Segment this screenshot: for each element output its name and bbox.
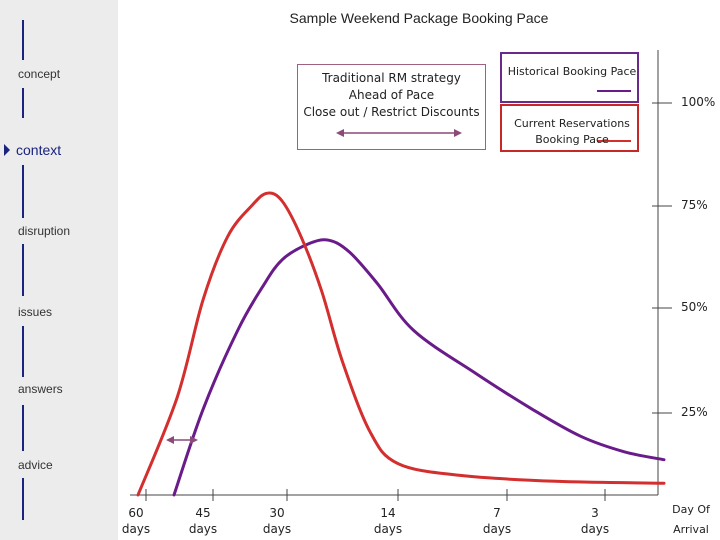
nav-item-context[interactable]: context: [4, 142, 61, 158]
nav-item-label: advice: [18, 458, 53, 472]
nav-divider: [22, 326, 24, 377]
annotation-line: Close out / Restrict Discounts: [303, 105, 480, 119]
nav-item-label: concept: [18, 67, 61, 81]
annotation-arrow-head-left: [336, 129, 344, 137]
sidebar-nav: concept context disruption issues answers adv…: [0, 0, 118, 540]
nav-item-advice[interactable]: advice: [18, 458, 53, 472]
active-arrow-icon: [4, 144, 10, 156]
legend-label-current: Current Reservations Booking Pace: [514, 117, 630, 146]
nav-item-concept[interactable]: concept: [18, 67, 60, 81]
chart-title: Sample Weekend Package Booking Pace: [289, 10, 549, 26]
annotation-line: Ahead of Pace: [348, 88, 435, 102]
y-tick-label: 100%: [681, 95, 716, 109]
nav-item-label: answers: [18, 382, 63, 396]
x-axis-end-line2: Arrival: [673, 523, 709, 536]
nav-divider: [22, 165, 24, 218]
nav-item-label: context: [16, 142, 62, 158]
x-tick-label: 3 days: [580, 506, 610, 536]
annotation-line: Traditional RM strategy: [322, 71, 461, 85]
series-line-historical: [172, 238, 666, 497]
legend-current: Current Reservations Booking Pace: [500, 104, 639, 152]
nav-divider: [22, 478, 24, 520]
x-tick-label: 60 days: [121, 506, 151, 536]
y-tick-label: 50%: [681, 300, 708, 314]
x-tick-label: 45 days: [188, 506, 218, 536]
nav-item-label: issues: [18, 305, 53, 319]
y-tick-label: 25%: [681, 405, 708, 419]
annotation-box: Traditional RM strategy Ahead of Pace Cl…: [297, 64, 486, 150]
offset-arrow-head-left: [166, 436, 174, 444]
x-tick-label: 14 days: [373, 506, 403, 536]
nav-item-disruption[interactable]: disruption: [18, 224, 70, 238]
annotation-arrow-head-right: [454, 129, 462, 137]
nav-item-answers[interactable]: answers: [18, 382, 63, 396]
offset-arrow-head-right: [190, 436, 198, 444]
nav-divider: [22, 244, 24, 296]
series-line-current: [136, 191, 666, 497]
legend-historical: Historical Booking Pace: [500, 52, 639, 103]
x-tick-label: 30 days: [262, 506, 292, 536]
x-axis-end-line1: Day Of: [672, 503, 710, 516]
legend-label-historical: Historical Booking Pace: [507, 65, 637, 78]
y-tick-label: 75%: [681, 198, 708, 212]
x-axis-end-label: Day Of Arrival: [666, 500, 716, 540]
x-tick-label: 7 days: [482, 506, 512, 536]
nav-item-issues[interactable]: issues: [18, 305, 52, 319]
nav-item-label: disruption: [18, 224, 71, 238]
nav-divider: [22, 88, 24, 118]
nav-divider: [22, 405, 24, 451]
nav-divider: [22, 20, 24, 60]
